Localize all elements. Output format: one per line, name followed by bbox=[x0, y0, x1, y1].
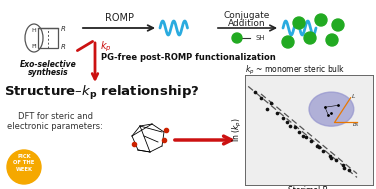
Point bbox=[341, 167, 347, 170]
Text: electronic parameters:: electronic parameters: bbox=[7, 122, 103, 131]
Text: PICK
OF THE
WEEK: PICK OF THE WEEK bbox=[13, 154, 35, 172]
Text: Structure–$k_{\mathregular{p}}$ relationship?: Structure–$k_{\mathregular{p}}$ relation… bbox=[4, 84, 200, 102]
Point bbox=[252, 91, 258, 94]
Text: L: L bbox=[352, 94, 356, 99]
Point bbox=[274, 112, 280, 115]
Circle shape bbox=[304, 32, 316, 44]
Text: R: R bbox=[61, 26, 66, 32]
Point bbox=[287, 125, 293, 128]
Text: $k_p$ ~ monomer steric bulk: $k_p$ ~ monomer steric bulk bbox=[245, 64, 345, 77]
Y-axis label: ln ($k_p$): ln ($k_p$) bbox=[230, 118, 244, 142]
Point bbox=[284, 121, 290, 124]
Text: $B_5$: $B_5$ bbox=[352, 120, 360, 129]
Text: PG-free post-ROMP functionalization: PG-free post-ROMP functionalization bbox=[101, 53, 275, 63]
Circle shape bbox=[7, 150, 41, 184]
Text: DFT for steric and: DFT for steric and bbox=[18, 112, 92, 121]
Point bbox=[328, 157, 334, 160]
Point bbox=[340, 163, 346, 167]
Point bbox=[327, 154, 333, 157]
Text: H: H bbox=[31, 28, 36, 33]
Point bbox=[308, 140, 314, 143]
Circle shape bbox=[332, 19, 344, 31]
Circle shape bbox=[282, 36, 294, 48]
Text: synthesis: synthesis bbox=[28, 68, 68, 77]
X-axis label: Sterimol B₅: Sterimol B₅ bbox=[288, 186, 331, 189]
Point bbox=[320, 149, 326, 152]
Point bbox=[315, 146, 321, 149]
Text: Conjugate: Conjugate bbox=[224, 11, 270, 19]
Text: ROMP: ROMP bbox=[105, 13, 133, 23]
Text: Exo-selective: Exo-selective bbox=[20, 60, 76, 69]
Text: R: R bbox=[61, 44, 66, 50]
Point bbox=[314, 145, 320, 148]
Point bbox=[258, 96, 264, 99]
Circle shape bbox=[232, 33, 242, 43]
Ellipse shape bbox=[309, 92, 354, 126]
Point bbox=[346, 168, 352, 171]
Text: SH: SH bbox=[255, 35, 265, 41]
Point bbox=[303, 135, 309, 138]
Point bbox=[296, 130, 302, 133]
Circle shape bbox=[293, 17, 305, 29]
Point bbox=[268, 102, 274, 105]
Text: H̅: H̅ bbox=[31, 43, 36, 49]
Text: Addition: Addition bbox=[228, 19, 266, 29]
Circle shape bbox=[315, 14, 327, 26]
Point bbox=[300, 134, 306, 137]
Point bbox=[264, 108, 270, 111]
Point bbox=[280, 116, 287, 119]
Circle shape bbox=[326, 34, 338, 46]
Point bbox=[333, 159, 339, 162]
Text: $k_p$: $k_p$ bbox=[100, 40, 112, 54]
Point bbox=[292, 126, 298, 129]
